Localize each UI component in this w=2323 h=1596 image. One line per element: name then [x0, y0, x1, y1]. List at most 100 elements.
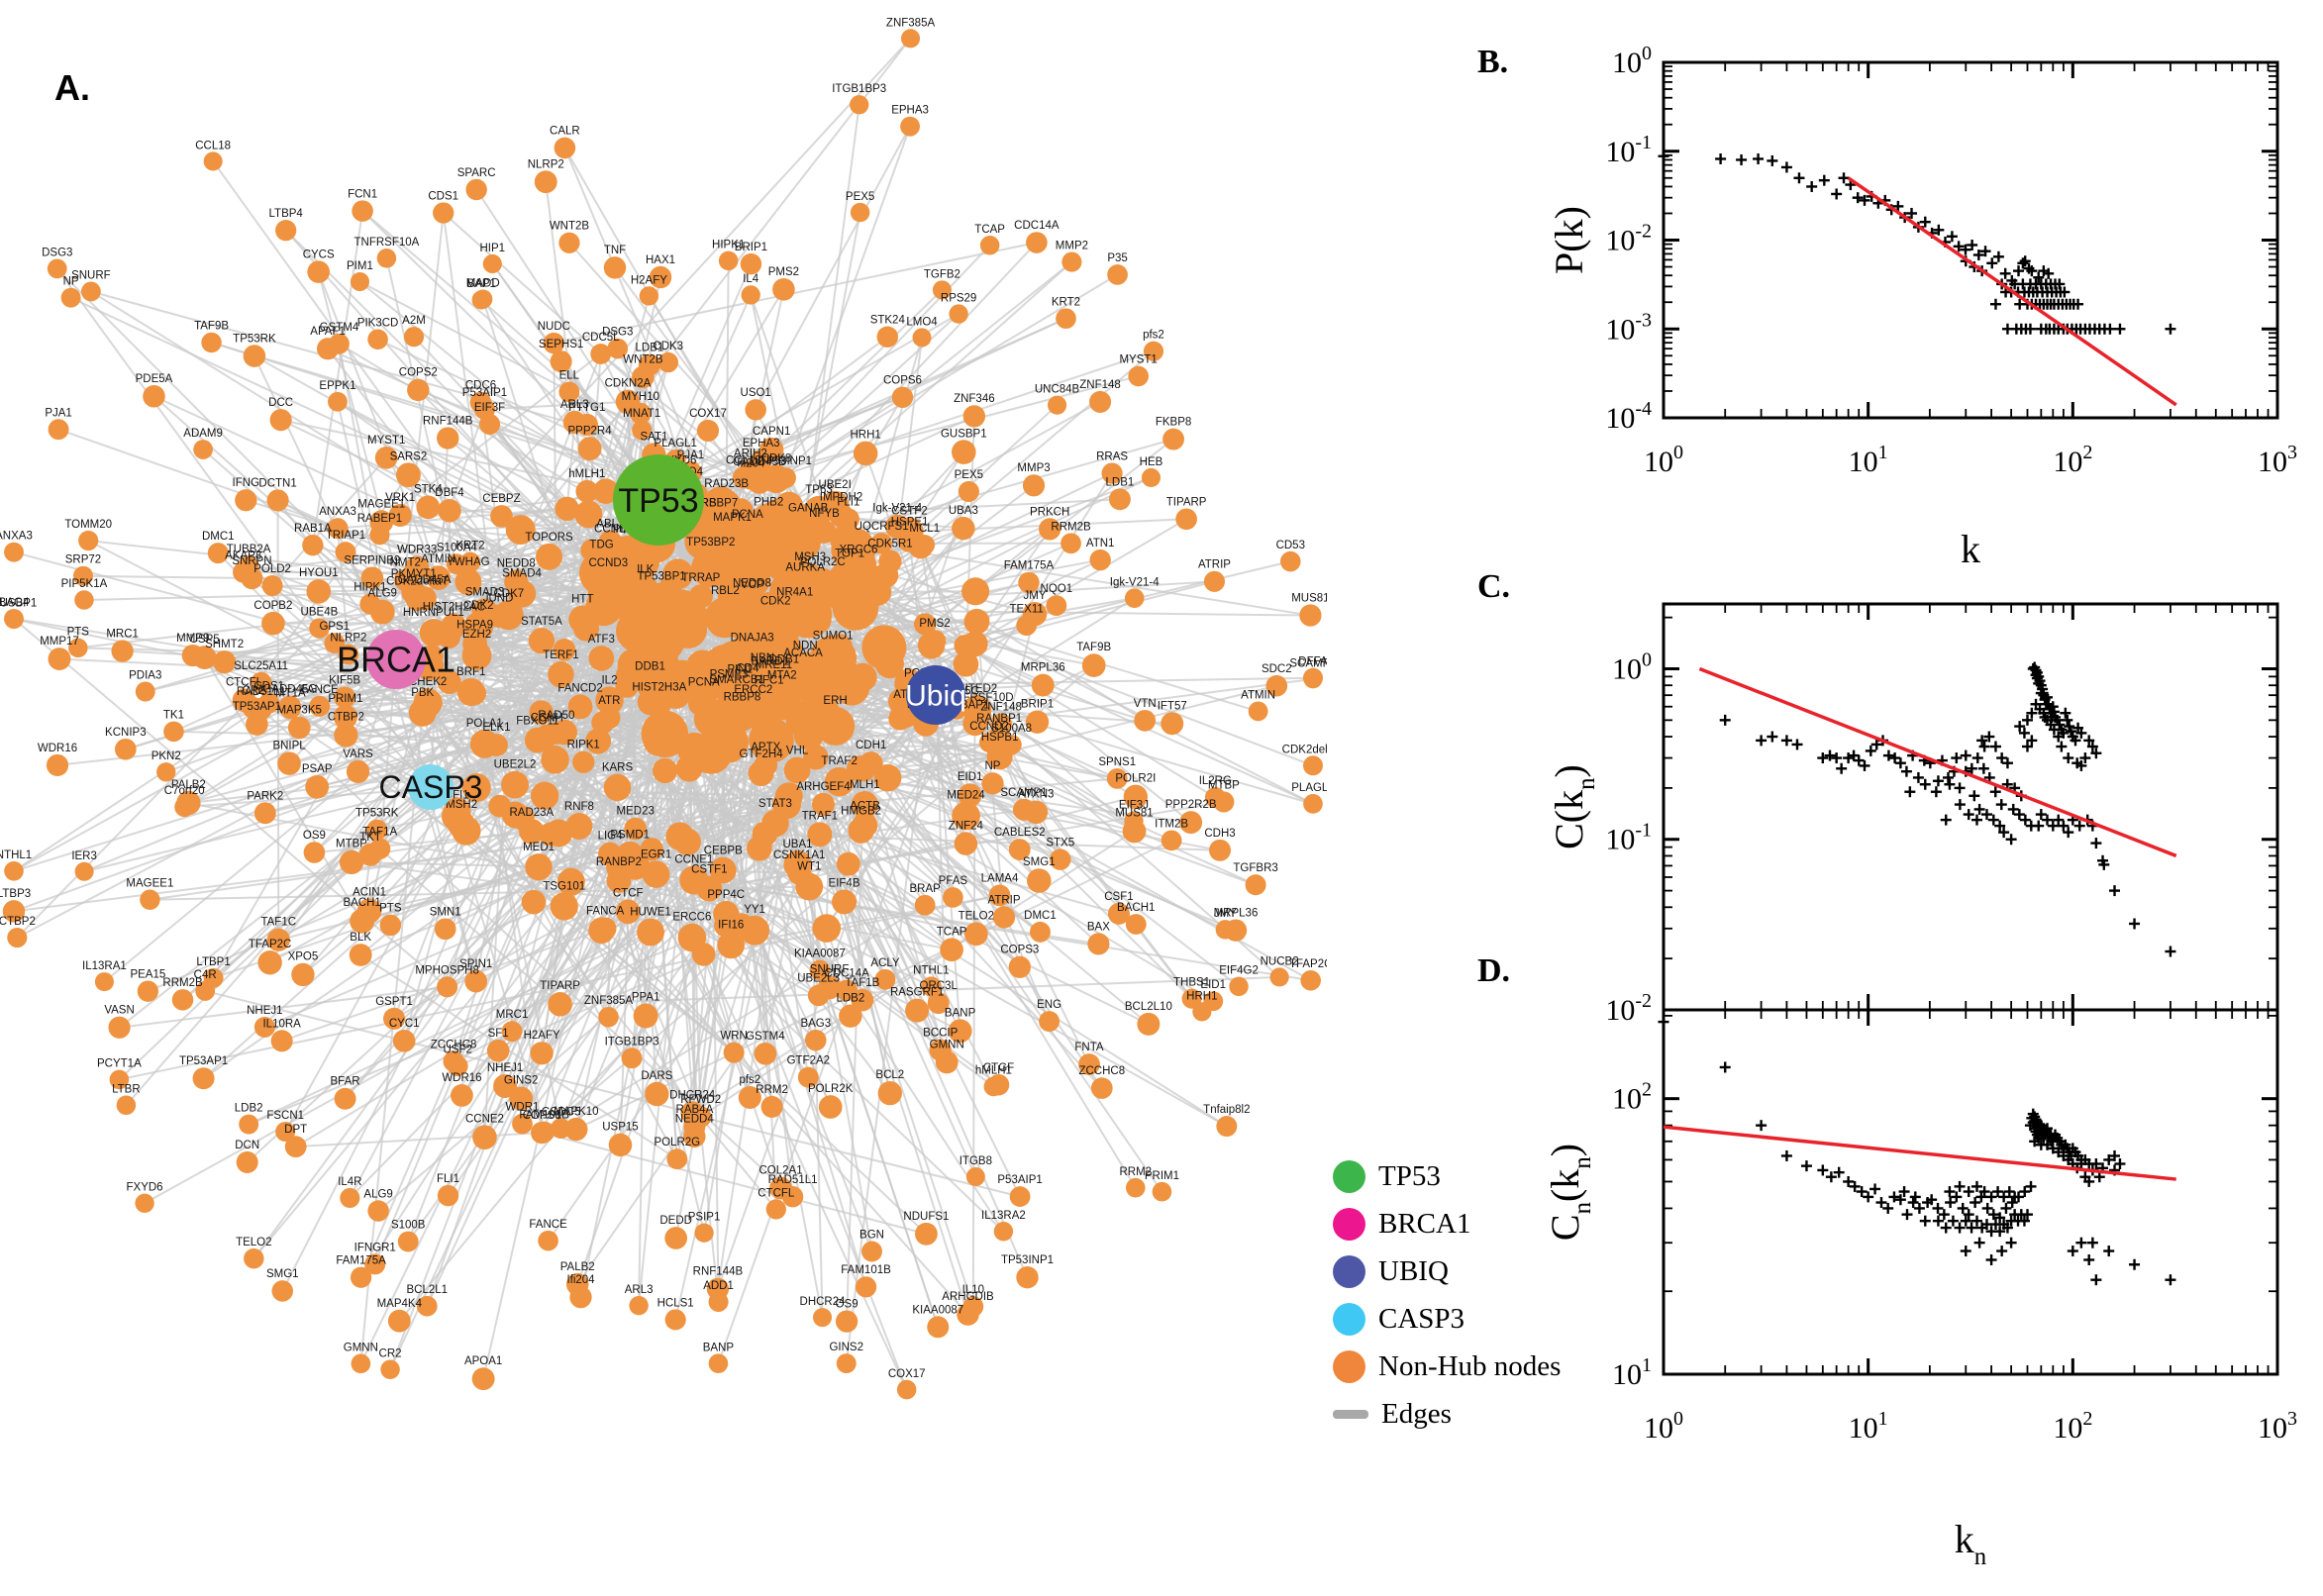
network-node: [958, 480, 979, 503]
gene-label: RBBP8: [724, 691, 761, 703]
network-node: [379, 914, 402, 937]
gene-label: COL2A1: [758, 1165, 802, 1177]
gene-label: UNC84B: [1035, 384, 1080, 396]
hub-node-tp53: TP53: [613, 454, 704, 546]
network-node: [416, 1295, 438, 1317]
network-node: [732, 466, 755, 489]
gene-label: BRIP1: [1021, 699, 1054, 711]
gene-label: GPS1: [319, 621, 350, 633]
network-node: [727, 556, 770, 600]
network-node: [624, 817, 648, 841]
gene-label: SMAD4: [502, 568, 542, 580]
network-node: [603, 773, 632, 802]
network-node: [593, 478, 619, 504]
gene-label: PHB2: [754, 497, 783, 509]
gene-label: FXYD6: [127, 1182, 163, 1194]
network-node: [694, 1223, 714, 1243]
network-node: [524, 727, 551, 753]
gene-label: CDC14A: [1014, 220, 1060, 232]
network-node: [1161, 712, 1184, 736]
gene-label: BANP: [945, 1007, 976, 1019]
network-node: [853, 441, 878, 466]
network-node: [1089, 390, 1112, 413]
gene-label: NTHL1: [0, 849, 32, 861]
gene-label: RASGRF1: [890, 987, 944, 999]
gene-label: LDB1: [1106, 476, 1135, 488]
legend-label: CASP3: [1378, 1302, 1465, 1335]
gene-label: TAF1A: [362, 827, 397, 839]
gene-label: EIF4G2: [1219, 965, 1259, 977]
gene-label: DMC1: [202, 531, 235, 543]
network-node: [1245, 874, 1266, 896]
gene-label: SCAMP1: [1000, 787, 1047, 799]
network-node: [643, 727, 672, 756]
network-node: [397, 1231, 419, 1252]
network-node: [572, 750, 595, 773]
gene-label: KIAA0087: [912, 1304, 963, 1316]
gene-label: MED24: [947, 790, 985, 802]
network-node: [900, 116, 920, 137]
network-node: [4, 860, 24, 881]
gene-label: HUWE1: [630, 907, 671, 919]
gene-label: PDE5A: [136, 373, 173, 385]
network-node: [1216, 1116, 1238, 1138]
network-node: [963, 608, 990, 635]
gene-label: CR2: [379, 1348, 402, 1360]
network-node: [848, 662, 877, 692]
network-node: [407, 378, 430, 402]
gene-label: POLR2K: [808, 1083, 854, 1095]
svg-text:102: 102: [1612, 1079, 1652, 1116]
network-node: [754, 752, 778, 777]
gene-label: CALR: [550, 126, 580, 138]
gene-label: ACTB: [850, 801, 880, 813]
network-node: [48, 648, 71, 671]
network-node: [1061, 251, 1082, 272]
gene-label: PCNA: [732, 509, 763, 521]
gene-label: LDB2: [235, 1103, 263, 1115]
gene-label: TUBB2A: [227, 544, 271, 555]
network-node: [1124, 588, 1145, 608]
gene-label: MADD: [466, 277, 500, 289]
gene-label: CAPN1: [753, 426, 790, 438]
gene-label: MYH10: [622, 391, 659, 403]
gene-label: UBE2L2: [494, 759, 537, 771]
network-node: [171, 989, 194, 1011]
gene-label: TP63: [805, 484, 833, 496]
network-node: [338, 644, 359, 665]
svg-text:10-2: 10-2: [1605, 990, 1652, 1027]
gene-label: DSG3: [602, 327, 633, 339]
gene-label: VARS: [343, 748, 373, 760]
gene-label: IL13RA1: [82, 960, 127, 972]
network-node: [270, 1030, 293, 1052]
gene-label: CDK2: [760, 596, 791, 608]
network-node: [1303, 669, 1323, 689]
gene-label: COX17: [689, 408, 727, 420]
network-node: [358, 843, 382, 866]
network-node: [1024, 800, 1049, 825]
network-node: [1039, 518, 1061, 541]
gene-label: RAD51L1: [768, 1174, 818, 1186]
network-node: [369, 525, 390, 546]
gene-label: EID1: [958, 771, 983, 783]
gene-label: CSNK1A1: [773, 849, 825, 861]
svg-text:103: 103: [2258, 1408, 2297, 1445]
gene-label: FAM175A: [1004, 560, 1055, 572]
network-node: [307, 260, 330, 283]
network-node: [1162, 428, 1184, 450]
gene-label: ZCCHC8: [431, 1039, 477, 1050]
network-node: [1123, 784, 1149, 809]
gene-label: ITGB1BP3: [605, 1036, 659, 1047]
network-node: [426, 565, 452, 590]
gene-label: ORC3L: [920, 980, 959, 992]
gene-label: COPS3: [1000, 945, 1039, 956]
gene-label: HIP1: [480, 243, 506, 254]
gene-label: HRH1: [851, 430, 881, 442]
gene-label: FLI1: [437, 1173, 459, 1185]
hub-nodes: TP53 BRCA1 CASP3 Ubiq: [337, 454, 966, 810]
gene-label: DMC1: [1024, 910, 1057, 922]
gene-label: IL4R: [338, 1176, 361, 1188]
network-panel: CDK2 PCNA DDB1 NEDD8 KARS UBA1 CCNE1 CCND3 RBL2 E…: [0, 17, 1327, 1400]
network-node: [772, 277, 795, 301]
